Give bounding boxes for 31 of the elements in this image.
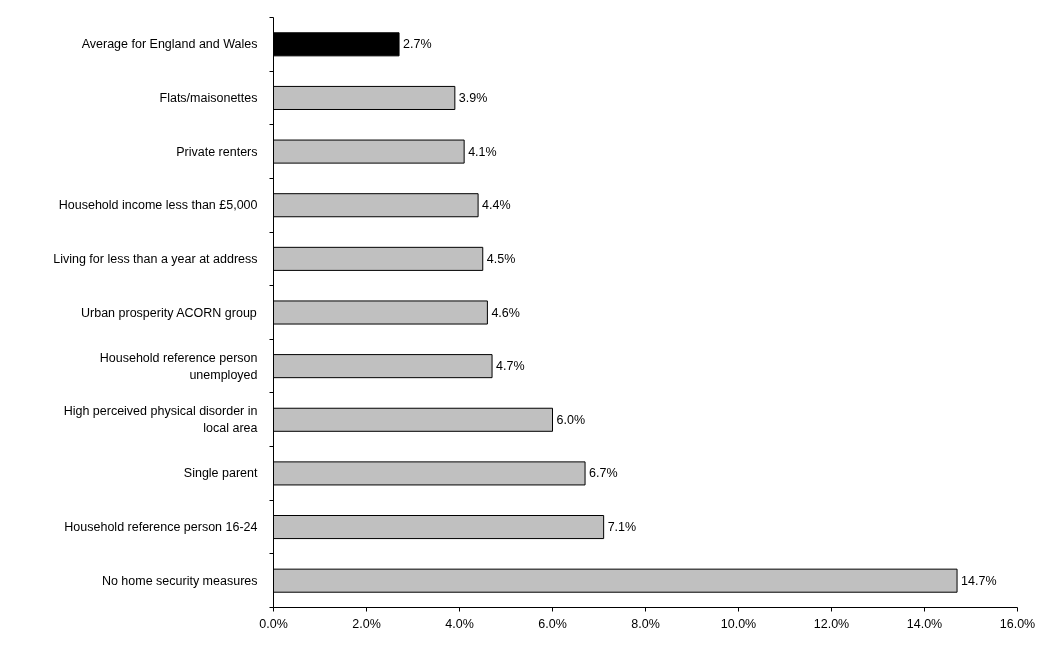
x-tick-label: 8.0% [631,616,660,631]
data-label: 3.9% [458,90,488,105]
data-label: 4.6% [491,305,520,320]
x-tick-label: 14.0% [906,616,943,631]
data-label: 14.7% [961,573,997,588]
x-tick-label: 6.0% [538,616,567,631]
y-tick-label: Household income less than £5,000 [58,198,258,213]
data-label: 6.7% [589,466,618,481]
y-tick-label: Living for less than a year at address [53,251,258,266]
x-tick-label: 12.0% [813,616,850,631]
data-label: 4.1% [468,144,497,159]
data-label: 6.0% [556,412,585,427]
y-tick-label: Household reference person 16-24 [64,520,258,535]
x-tick-label: 10.0% [720,616,757,631]
data-label: 4.5% [486,251,516,266]
x-tick-label: 16.0% [999,616,1036,631]
data-label: 2.7% [403,37,432,52]
data-label: 4.4% [482,198,511,213]
y-tick-label: High perceived physical disorder in local area [63,404,258,436]
y-tick-label: Private renters [176,144,258,159]
y-tick-label: No home security measures [101,573,258,588]
x-tick-label: 0.0% [259,616,288,631]
x-tick-label: 4.0% [445,616,474,631]
x-tick-label: 2.0% [352,616,381,631]
y-tick-label: Urban prosperity ACORN group [81,305,257,320]
data-label: 4.7% [496,359,525,374]
y-tick-label: Average for England and Wales [81,37,258,52]
y-tick-label: Household reference person unemployed [99,350,258,382]
y-tick-label: Flats/maisonettes [159,90,258,105]
data-label: 7.1% [607,520,637,535]
y-tick-label: Single parent [183,466,259,481]
